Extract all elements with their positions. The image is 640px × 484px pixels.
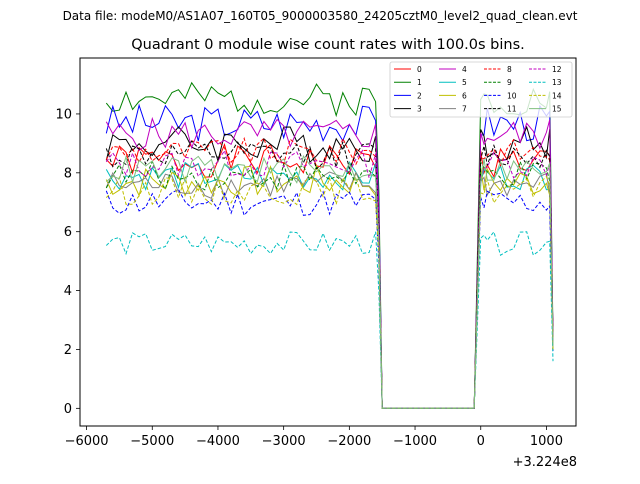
x-tick-label: −1000 <box>393 434 437 449</box>
figure-suptitle: Data file: modeM0/AS1A07_160T05_90000035… <box>63 9 578 23</box>
y-tick-label: 2 <box>64 343 72 358</box>
x-tick-label: −6000 <box>65 434 109 449</box>
x-tick-label: 0 <box>477 434 485 449</box>
series-line-8 <box>105 136 554 409</box>
x-tick-label: −5000 <box>130 434 174 449</box>
chart-title: Quadrant 0 module wise count rates with … <box>131 37 525 53</box>
legend-label-8: 8 <box>507 65 512 74</box>
series-line-15 <box>105 155 554 409</box>
y-axis: 0 2 4 6 8 10 <box>55 107 80 417</box>
legend-label-13: 13 <box>552 78 562 87</box>
legend-box <box>389 61 573 118</box>
legend-label-0: 0 <box>417 65 422 74</box>
series-line-7 <box>105 171 554 409</box>
legend-label-15: 15 <box>552 105 562 114</box>
x-offset-label: +3.224e8 <box>513 455 577 470</box>
series-line-2 <box>105 103 554 409</box>
legend-label-10: 10 <box>507 91 517 100</box>
legend-label-12: 12 <box>552 65 562 74</box>
x-tick-label: −2000 <box>327 434 371 449</box>
series-line-13 <box>105 230 554 409</box>
x-axis: −6000 −5000 −4000 −3000 −2000 −1000 0 1000 <box>65 426 563 449</box>
x-tick-label: 1000 <box>530 434 563 449</box>
legend-label-11: 11 <box>507 105 517 114</box>
plot-lines <box>105 81 554 409</box>
legend-label-1: 1 <box>417 78 422 87</box>
series-line-11 <box>105 140 554 409</box>
y-tick-label: 6 <box>64 225 72 240</box>
series-line-4 <box>105 116 554 409</box>
legend-label-2: 2 <box>417 91 422 100</box>
legend-label-14: 14 <box>552 91 562 100</box>
series-line-6 <box>105 163 554 409</box>
x-tick-label: −3000 <box>262 434 306 449</box>
y-tick-label: 4 <box>64 284 72 299</box>
series-line-10 <box>105 188 554 409</box>
legend-label-5: 5 <box>462 78 467 87</box>
y-tick-label: 8 <box>64 166 72 181</box>
series-line-14 <box>105 175 554 409</box>
axes-frame <box>79 57 577 427</box>
y-tick-label: 0 <box>64 402 72 417</box>
legend-label-6: 6 <box>462 91 467 100</box>
legend-label-4: 4 <box>462 65 467 74</box>
series-line-3 <box>105 125 554 409</box>
legend-label-3: 3 <box>417 105 422 114</box>
x-tick-label: −4000 <box>196 434 240 449</box>
series-line-12 <box>105 149 554 409</box>
legend-label-7: 7 <box>462 105 467 114</box>
series-line-5 <box>105 160 554 409</box>
y-tick-label: 10 <box>55 107 72 122</box>
legend-label-9: 9 <box>507 78 512 87</box>
